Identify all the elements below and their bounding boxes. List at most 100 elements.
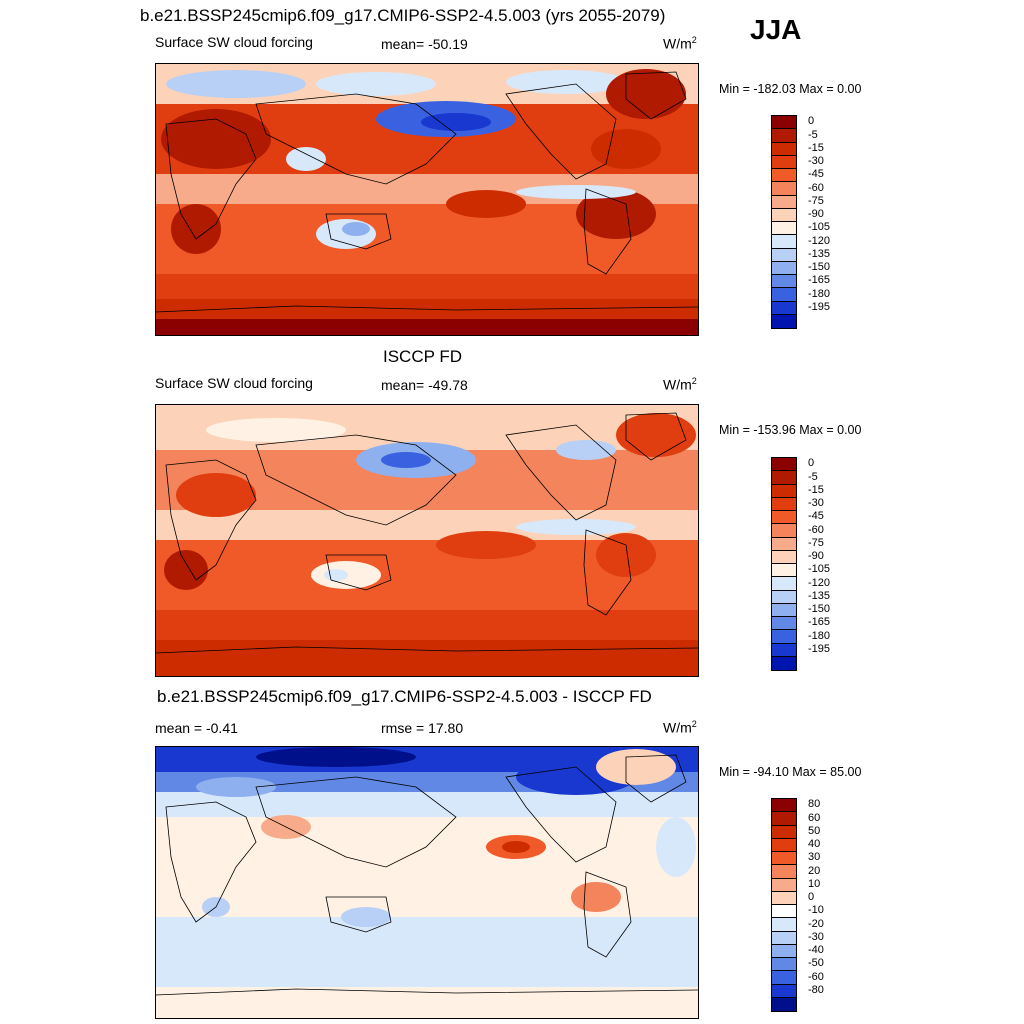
panel2-minmax: Min = -153.96 Max = 0.00 (719, 423, 862, 437)
panel2-field (156, 405, 698, 676)
colorbar-swatch (772, 497, 796, 511)
panel3-colorbar (771, 798, 797, 1012)
panel1-map (155, 63, 699, 336)
colorbar-tick-label: -30 (808, 155, 824, 167)
colorbar-tick-label: 80 (808, 798, 821, 811)
colorbar-tick-label: 30 (808, 851, 821, 864)
colorbar-tick-label: 0 (808, 891, 815, 903)
colorbar-tick-label: -105 (808, 563, 831, 576)
colorbar-tick-label: -135 (808, 589, 831, 602)
panel2-heading: ISCCP FD (383, 347, 463, 366)
colorbar-swatch (772, 484, 796, 498)
colorbar-tick-label: -15 (808, 141, 824, 154)
colorbar-swatch (772, 169, 796, 183)
colorbar-tick-label: -45 (808, 168, 824, 181)
colorbar-tick-label: -180 (808, 629, 831, 642)
colorbar-tick-label: 0 (808, 457, 815, 470)
colorbar-swatch (772, 958, 796, 972)
colorbar-swatch (772, 812, 796, 826)
colorbar-swatch (772, 129, 796, 143)
colorbar-tick-label: -150 (808, 261, 831, 273)
colorbar-tick-label: 10 (808, 877, 821, 890)
panel3-mean-label: mean = -0.41 (155, 720, 238, 736)
colorbar-swatch (772, 852, 796, 866)
colorbar-tick-label: -15 (808, 483, 824, 496)
colorbar-tick-label: -5 (808, 470, 818, 483)
colorbar-swatch (772, 656, 796, 670)
colorbar-swatch (772, 944, 796, 958)
colorbar-swatch (772, 142, 796, 156)
colorbar-swatch (772, 931, 796, 945)
colorbar-swatch (772, 511, 796, 525)
panel2-mean-label: mean= -49.78 (381, 377, 468, 393)
colorbar-swatch (772, 590, 796, 604)
colorbar-tick-label: -165 (808, 274, 831, 287)
colorbar-swatch (772, 603, 796, 617)
panel3-rmse-label: rmse = 17.80 (381, 720, 464, 736)
colorbar-swatch (772, 643, 796, 657)
panel3-map (155, 746, 699, 1019)
panel3-minmax: Min = -94.10 Max = 85.00 (719, 765, 862, 779)
panel3-units: W/m2 (663, 719, 697, 736)
colorbar-swatch (772, 799, 796, 813)
panel2-map (155, 404, 699, 677)
colorbar-swatch (772, 564, 796, 578)
colorbar-tick-label: -60 (808, 181, 824, 194)
colorbar-swatch (772, 997, 796, 1011)
colorbar-tick-label: -75 (808, 536, 824, 549)
colorbar-swatch (772, 577, 796, 591)
colorbar-tick-label: 50 (808, 824, 821, 837)
colorbar-swatch (772, 905, 796, 919)
panel3-heading: b.e21.BSSP245cmip6.f09_g17.CMIP6-SSP2-4.… (157, 687, 652, 706)
colorbar-tick-label: -90 (808, 208, 824, 220)
colorbar-tick-label: -45 (808, 510, 824, 523)
colorbar-swatch (772, 301, 796, 315)
figure-title: b.e21.BSSP245cmip6.f09_g17.CMIP6-SSP2-4.… (140, 6, 666, 25)
colorbar-swatch (772, 182, 796, 196)
colorbar-swatch (772, 891, 796, 905)
colorbar-swatch (772, 471, 796, 485)
colorbar-tick-label: -20 (808, 917, 824, 930)
colorbar-swatch (772, 630, 796, 644)
colorbar-swatch (772, 275, 796, 289)
colorbar-swatch (772, 865, 796, 879)
panel2-colorbar (771, 457, 797, 671)
colorbar-tick-label: -165 (808, 616, 831, 629)
colorbar-tick-label: 20 (808, 864, 821, 877)
colorbar-swatch (772, 314, 796, 328)
colorbar-swatch (772, 524, 796, 538)
panel1-field (156, 64, 698, 335)
colorbar-tick-label: -135 (808, 247, 831, 260)
colorbar-swatch (772, 971, 796, 985)
colorbar-swatch (772, 550, 796, 564)
colorbar-swatch (772, 222, 796, 236)
colorbar-swatch (772, 195, 796, 209)
colorbar-tick-label: 0 (808, 115, 815, 128)
colorbar-swatch (772, 537, 796, 551)
colorbar-swatch (772, 458, 796, 472)
colorbar-swatch (772, 288, 796, 302)
colorbar-tick-label: -105 (808, 221, 831, 234)
colorbar-tick-label: -30 (808, 497, 824, 509)
colorbar-swatch (772, 248, 796, 262)
panel1-minmax: Min = -182.03 Max = 0.00 (719, 82, 862, 96)
panel2-variable-label: Surface SW cloud forcing (155, 375, 313, 391)
colorbar-tick-label: -40 (808, 944, 824, 956)
colorbar-swatch (772, 918, 796, 932)
colorbar-tick-label: -120 (808, 576, 831, 589)
colorbar-swatch (772, 878, 796, 892)
panel2-units: W/m2 (663, 376, 697, 393)
colorbar-swatch (772, 208, 796, 222)
panel3-field (156, 747, 698, 1018)
colorbar-tick-label: -150 (808, 603, 831, 615)
panel1-variable-label: Surface SW cloud forcing (155, 34, 313, 50)
colorbar-tick-label: -5 (808, 128, 818, 141)
colorbar-swatch (772, 116, 796, 130)
colorbar-tick-label: -60 (808, 970, 824, 983)
colorbar-swatch (772, 617, 796, 631)
panel1-units: W/m2 (663, 35, 697, 52)
colorbar-tick-label: -10 (808, 904, 824, 917)
colorbar-tick-label: -195 (808, 642, 831, 655)
colorbar-swatch (772, 984, 796, 998)
colorbar-tick-label: -180 (808, 287, 831, 300)
